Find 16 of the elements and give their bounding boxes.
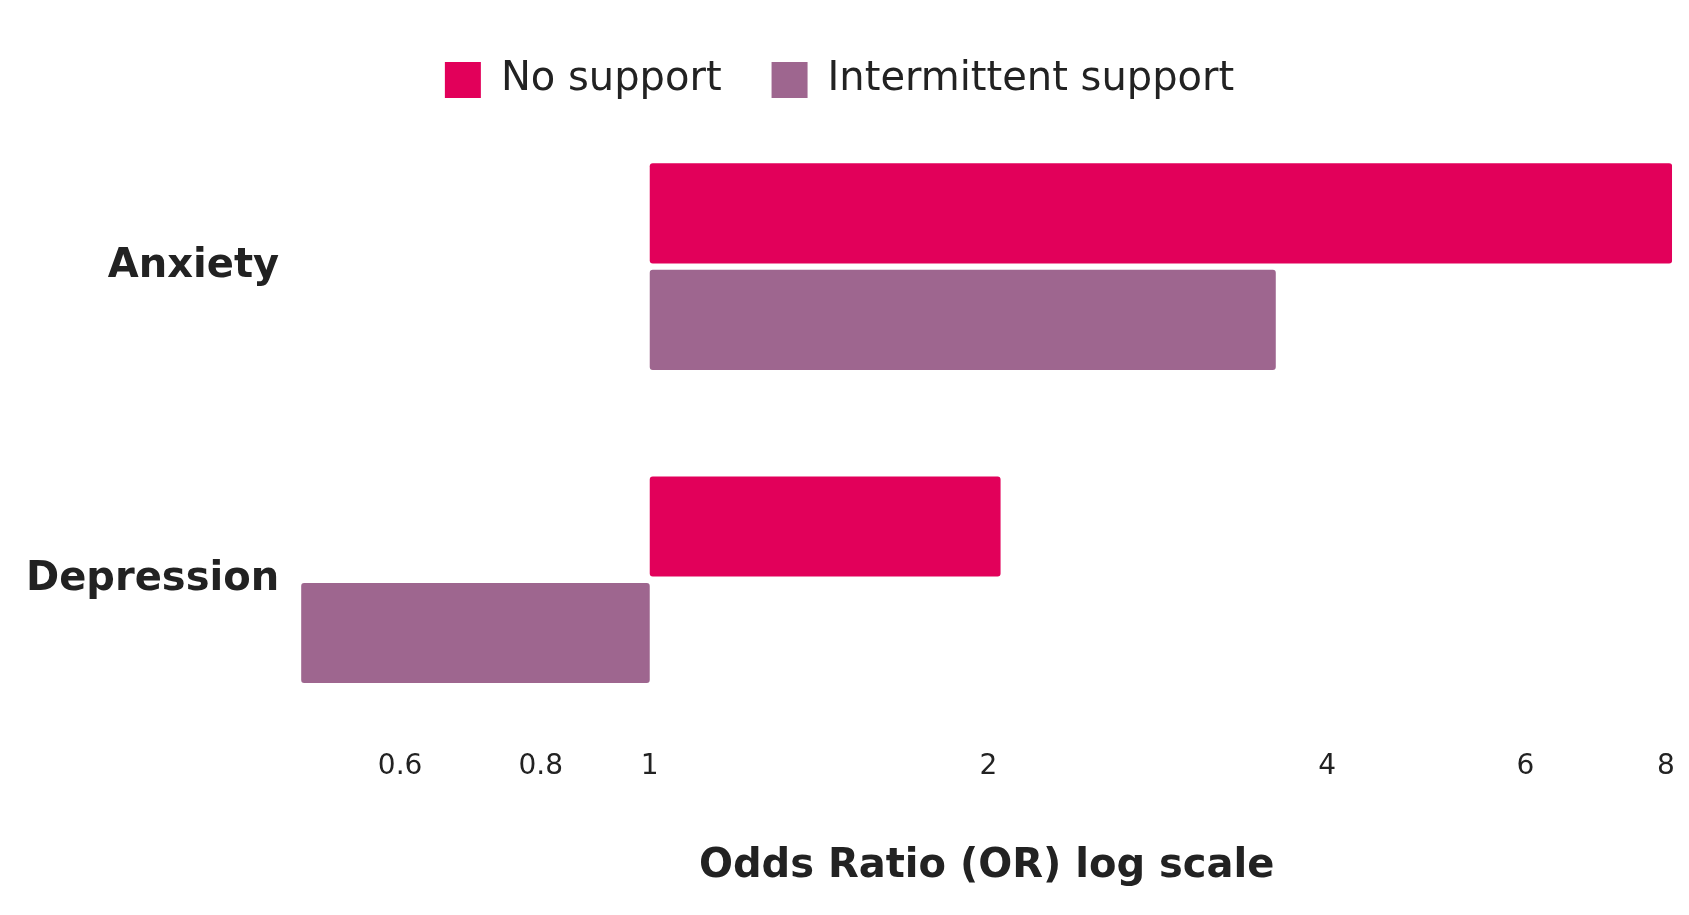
x-tick-label: 2: [979, 748, 998, 782]
legend-label: Intermittent support: [827, 53, 1235, 100]
bar: [649, 163, 1673, 264]
x-axis-title: Odds Ratio (OR) log scale: [698, 840, 1275, 887]
y-tick-label: Depression: [26, 553, 280, 600]
x-tick-label: 0.6: [377, 748, 423, 782]
x-tick-label: 6: [1516, 748, 1535, 782]
y-tick-label: Anxiety: [107, 239, 280, 286]
x-tick-label: 0.8: [518, 748, 563, 782]
bar: [649, 476, 1001, 577]
x-tick-label: 1: [640, 748, 659, 782]
bar: [301, 583, 650, 684]
legend-label: No support: [500, 53, 722, 100]
x-tick-label: 4: [1318, 748, 1337, 782]
bar: [649, 269, 1276, 370]
x-tick-label: 8: [1657, 748, 1675, 782]
